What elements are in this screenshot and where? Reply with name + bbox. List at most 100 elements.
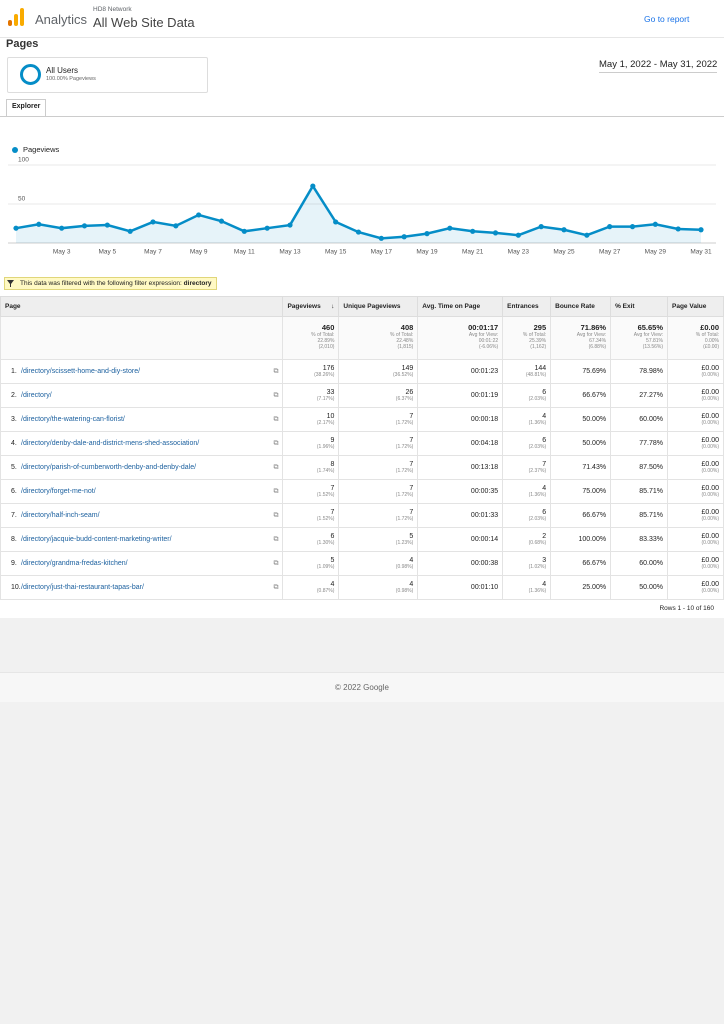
data-cell: 7 (1.52%): [282, 479, 340, 504]
data-cell: 27.27%: [610, 383, 669, 408]
rank: 1.: [11, 367, 17, 375]
cell-text: 75.69%: [582, 368, 607, 375]
cell-text: 66.67%: [582, 392, 607, 399]
cell-text: 87.50%: [639, 464, 664, 471]
page-link[interactable]: /directory/just-thai-restaurant-tapas-ba…: [21, 583, 144, 591]
page-cell: 8. /directory/jacquie-budd-content-market…: [0, 527, 284, 552]
page-link[interactable]: /directory/denby-dale-and-district-mens-…: [21, 439, 200, 447]
page-link[interactable]: /directory/forget-me-not/: [21, 487, 96, 495]
open-icon[interactable]: ⧉: [273, 391, 279, 399]
cell-text: 2: [542, 533, 547, 540]
data-cell: 00:00:18: [417, 407, 504, 432]
x-tick-label: May 21: [462, 249, 484, 255]
cell-text: 4: [330, 581, 335, 588]
point: [698, 227, 704, 233]
data-cell: 144 (48.81%): [502, 359, 552, 384]
total-text: % of Total:: [695, 332, 719, 338]
page-link[interactable]: /directory/jacquie-budd-content-marketin…: [21, 535, 172, 543]
cell-text: (36.52%): [393, 372, 414, 378]
page-link[interactable]: /directory/scissett-home-and-diy-store/: [21, 367, 141, 375]
go-to-report[interactable]: Go to report: [644, 14, 690, 24]
cell-text: (2.03%): [528, 396, 547, 402]
segment-box[interactable]: [7, 57, 208, 93]
cell-text: 25.00%: [582, 584, 607, 591]
page-link[interactable]: /directory/parish-of-cumberworth-denby-a…: [21, 463, 197, 471]
open-icon[interactable]: ⧉: [273, 487, 279, 495]
data-row: 5. /directory/parish-of-cumberworth-denby…: [0, 455, 724, 480]
cell-text: 7: [409, 413, 414, 420]
cell-text: 7: [409, 437, 414, 444]
cell-text: 00:01:10: [470, 584, 499, 591]
cell-text: £0.00: [701, 485, 719, 492]
cell-text: (2.03%): [528, 444, 547, 450]
divider: [0, 37, 724, 38]
open-icon[interactable]: ⧉: [273, 583, 279, 591]
open-icon[interactable]: ⧉: [273, 439, 279, 447]
sort-arrow[interactable]: ↓: [331, 303, 335, 310]
cell-text: 50.00%: [639, 584, 664, 591]
cell-text: 50.00%: [582, 416, 607, 423]
cell-text: (2.17%): [316, 420, 335, 426]
cell-text: 7: [542, 461, 547, 468]
page-cell: 9. /directory/grandma-fredas-kitchen/ ⧉: [0, 551, 284, 576]
cell-text: 100.00%: [578, 536, 607, 543]
page-link[interactable]: /directory/the-watering-can-florist/: [21, 415, 125, 423]
view[interactable]: All Web Site Data: [93, 15, 195, 30]
page-link[interactable]: /directory/: [21, 391, 52, 399]
open-icon[interactable]: ⧉: [273, 559, 279, 567]
cell-text: £0.00: [701, 509, 719, 516]
open-icon[interactable]: ⧉: [273, 415, 279, 423]
cell-text: (1.72%): [395, 420, 414, 426]
point: [424, 231, 430, 237]
segment-detail: 100.00% Pageviews: [46, 76, 96, 82]
point: [150, 219, 156, 225]
cell-text: 66.67%: [582, 560, 607, 567]
total-text: Avg for View:: [633, 332, 664, 338]
open-icon[interactable]: ⧉: [273, 511, 279, 519]
total-text: (6.88%): [588, 344, 607, 350]
tab[interactable]: Explorer: [6, 99, 47, 117]
data-cell: 7 (1.72%): [338, 479, 419, 504]
rank: 5.: [11, 463, 17, 471]
data-cell: 7 (1.72%): [338, 455, 419, 480]
open-icon[interactable]: ⧉: [273, 535, 279, 543]
cell-text: 27.27%: [639, 392, 664, 399]
cell-text: (6.37%): [395, 396, 414, 402]
column-header: Page: [0, 296, 284, 317]
total-text: 22.89%: [317, 338, 335, 344]
open-icon[interactable]: ⧉: [273, 367, 279, 375]
data-cell: 87.50%: [610, 455, 669, 480]
column-header: % Exit: [610, 296, 669, 317]
tab-line: [0, 116, 724, 117]
pagination: Rows 1 - 10 of 160: [659, 605, 714, 612]
date-range[interactable]: May 1, 2022 - May 31, 2022: [599, 59, 718, 73]
cell-text: (1.72%): [395, 516, 414, 522]
filter-note: This data was filtered with the followin…: [4, 277, 217, 290]
rank: 6.: [11, 487, 17, 495]
data-cell: 6 (2.03%): [502, 431, 552, 456]
cell-text: 4: [542, 485, 547, 492]
cell-text: 149: [401, 365, 414, 372]
cell-text: £0.00: [701, 389, 719, 396]
point: [127, 228, 133, 234]
total-text: 00:01:17: [468, 323, 499, 332]
cell-text: 77.78%: [639, 440, 664, 447]
segment-name: All Users: [46, 66, 79, 75]
page-link[interactable]: /directory/half-inch-seam/: [21, 511, 100, 519]
page-link[interactable]: /directory/grandma-fredas-kitchen/: [21, 559, 128, 567]
point: [218, 218, 225, 224]
x-tick-label: May 13: [279, 249, 301, 255]
cell-text: (48.81%): [525, 372, 547, 378]
point: [13, 225, 19, 231]
totals-cell: 65.65% Avg for View: 57.81% (13.56%): [610, 316, 669, 360]
point: [81, 223, 88, 229]
data-cell: 7 (1.72%): [338, 431, 419, 456]
data-cell: 00:00:35: [417, 479, 504, 504]
data-cell: 6 (2.03%): [502, 503, 552, 528]
area: [16, 186, 701, 243]
total-text: (-6.06%): [478, 344, 499, 350]
open-icon[interactable]: ⧉: [273, 463, 279, 471]
total-text: Avg for View:: [468, 332, 499, 338]
point: [629, 224, 636, 230]
cell-text: (0.00%): [701, 564, 719, 570]
